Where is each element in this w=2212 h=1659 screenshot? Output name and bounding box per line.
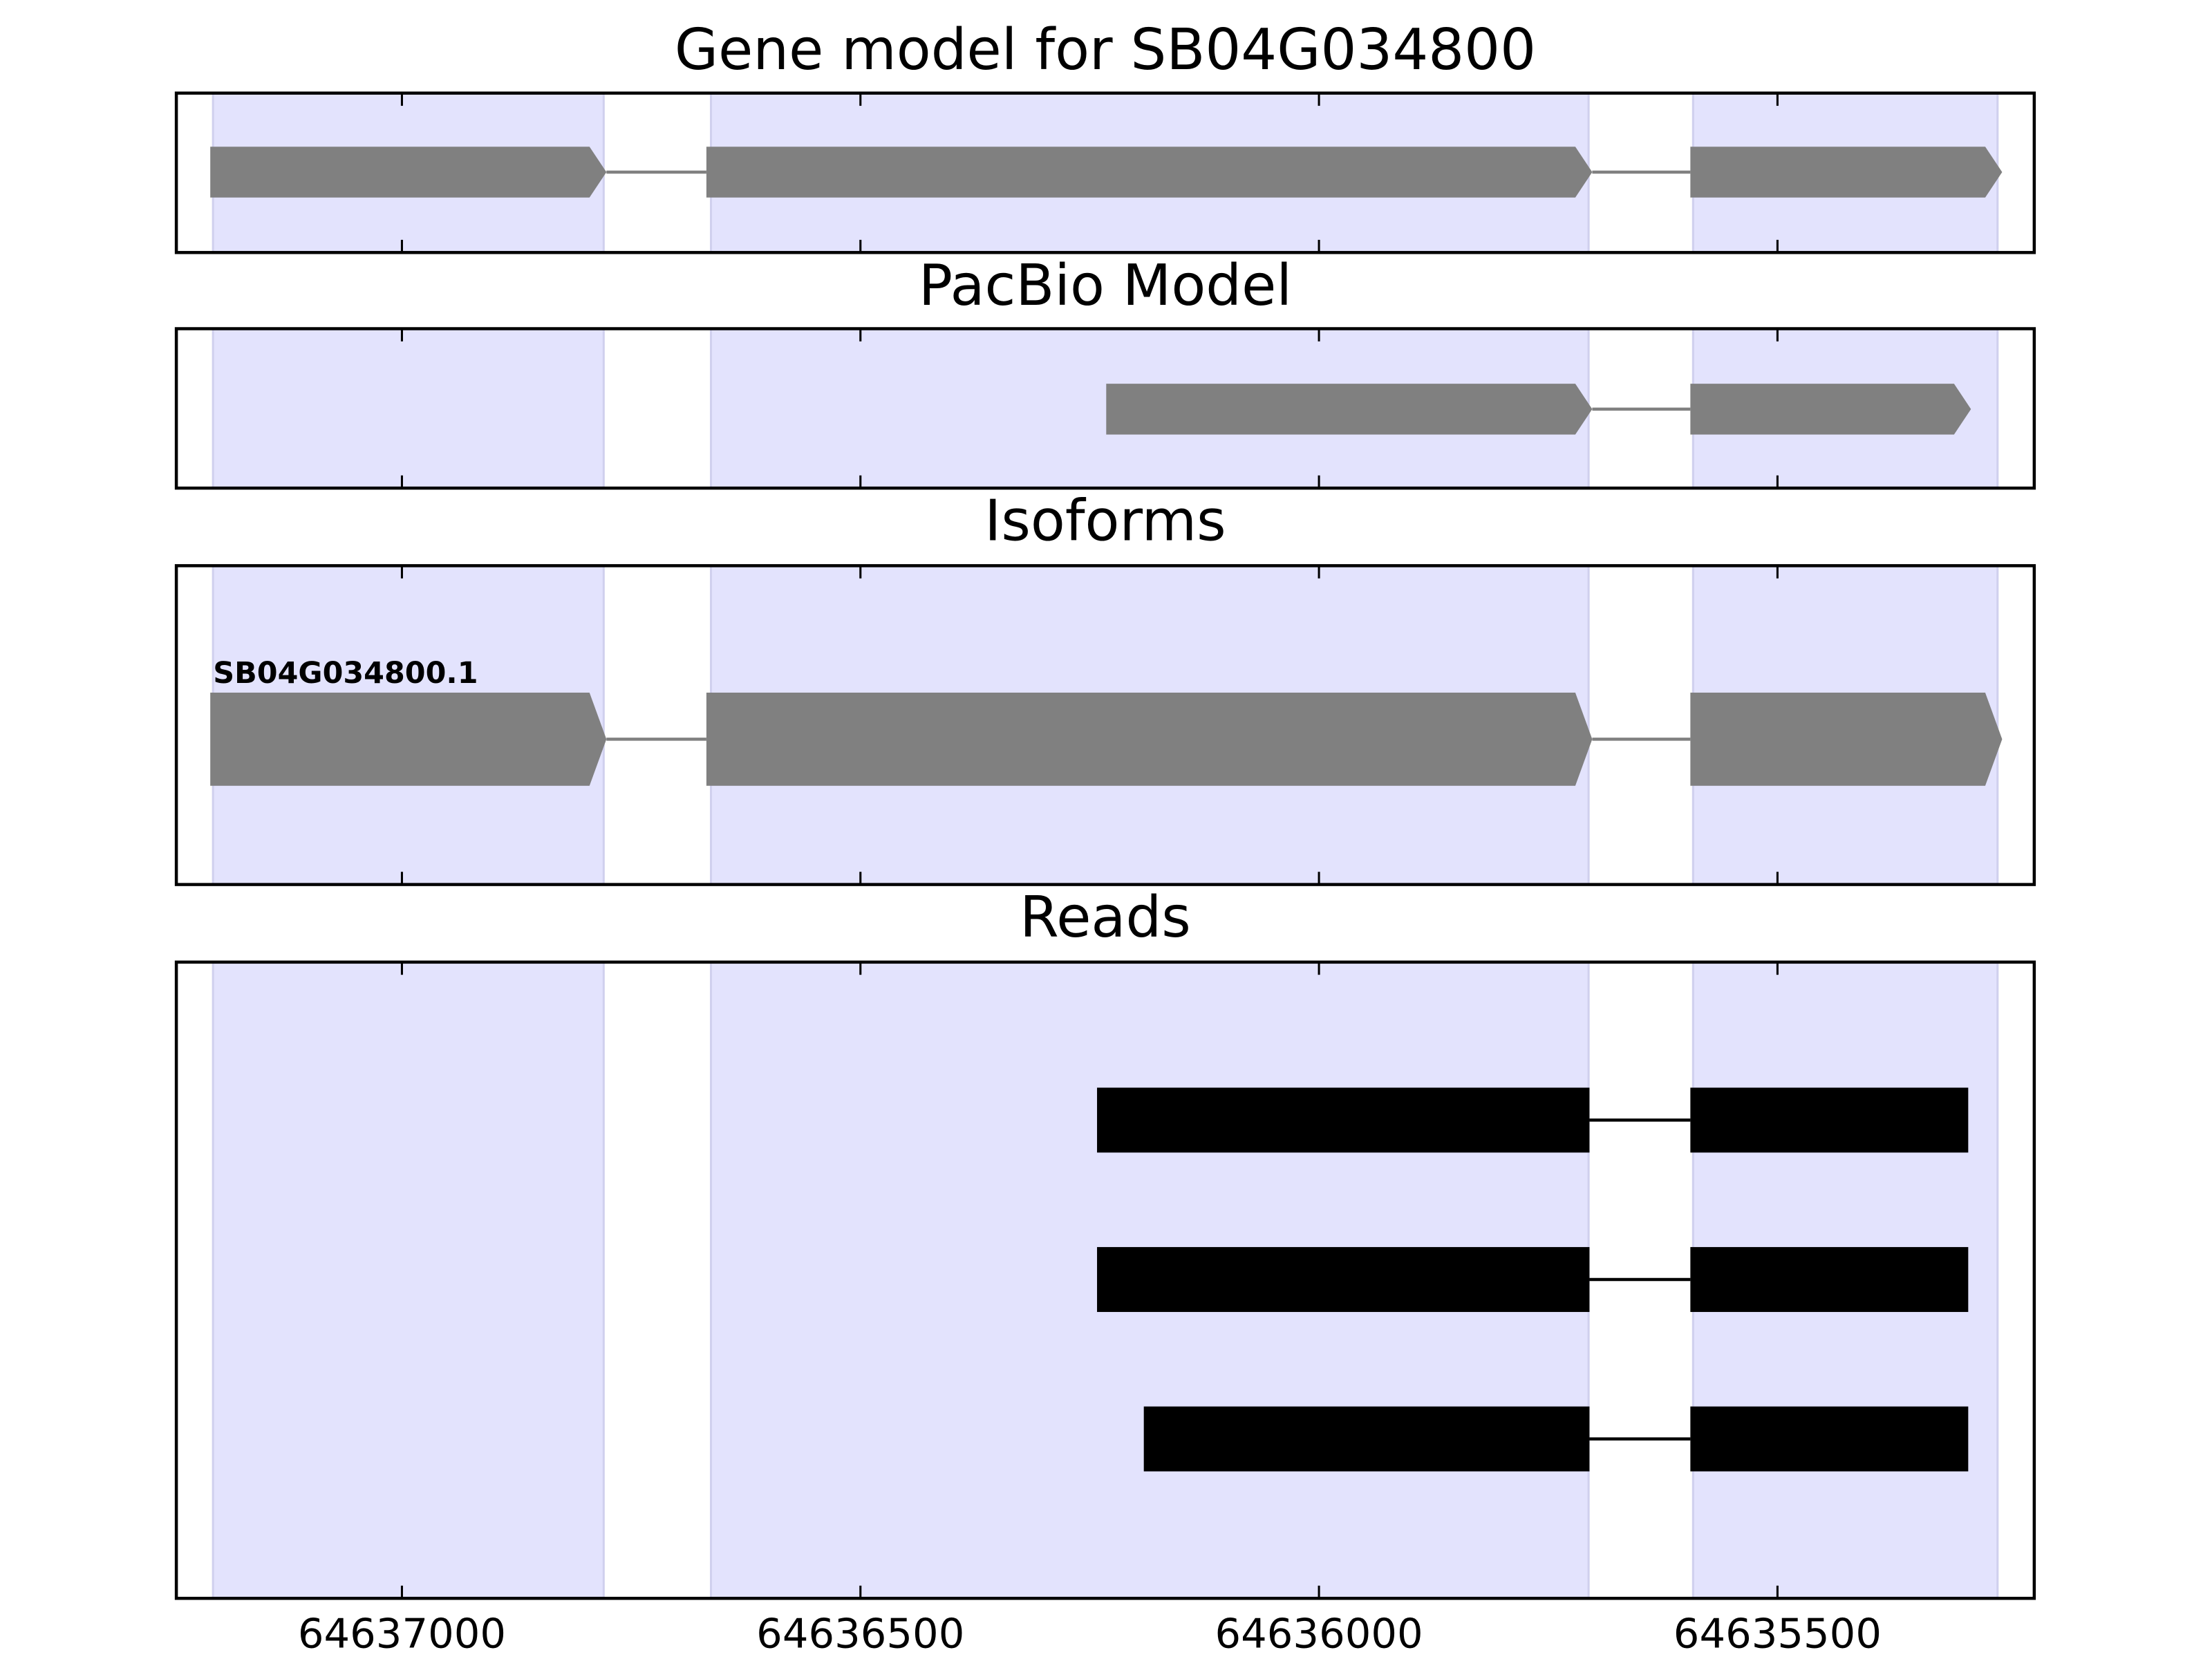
exon: [1106, 384, 1593, 435]
exon: [1690, 147, 2003, 198]
isoform-label: SB04G034800.1: [213, 656, 478, 691]
panel-frame: [174, 960, 2036, 1600]
panel-title: Isoforms: [984, 489, 1226, 554]
panel-title: Reads: [1020, 885, 1191, 950]
exon: [210, 693, 607, 786]
exon: [1143, 1406, 1590, 1472]
panel-frame: [174, 91, 2036, 254]
exon: [1690, 1247, 1969, 1312]
exon: [1097, 1247, 1590, 1312]
exon: [1690, 384, 1971, 435]
x-tick-label: 64636000: [1215, 1609, 1423, 1657]
panel-title: Gene model for SB04G034800: [675, 17, 1536, 83]
exon: [706, 147, 1593, 198]
x-tick-label: 64635500: [1674, 1609, 1882, 1657]
exon: [706, 693, 1593, 786]
exon-region: [212, 327, 605, 489]
exon: [1690, 1406, 1969, 1472]
exon: [1690, 1087, 1969, 1153]
panel-frame: [174, 564, 2036, 886]
panel-title: PacBio Model: [919, 253, 1292, 319]
exon: [1690, 693, 2003, 786]
x-tick-label: 64636500: [756, 1609, 964, 1657]
exon: [210, 147, 607, 198]
exon-region: [212, 961, 605, 1600]
exon: [1097, 1087, 1590, 1153]
x-tick-label: 64637000: [298, 1609, 506, 1657]
panel-frame: [174, 327, 2036, 490]
